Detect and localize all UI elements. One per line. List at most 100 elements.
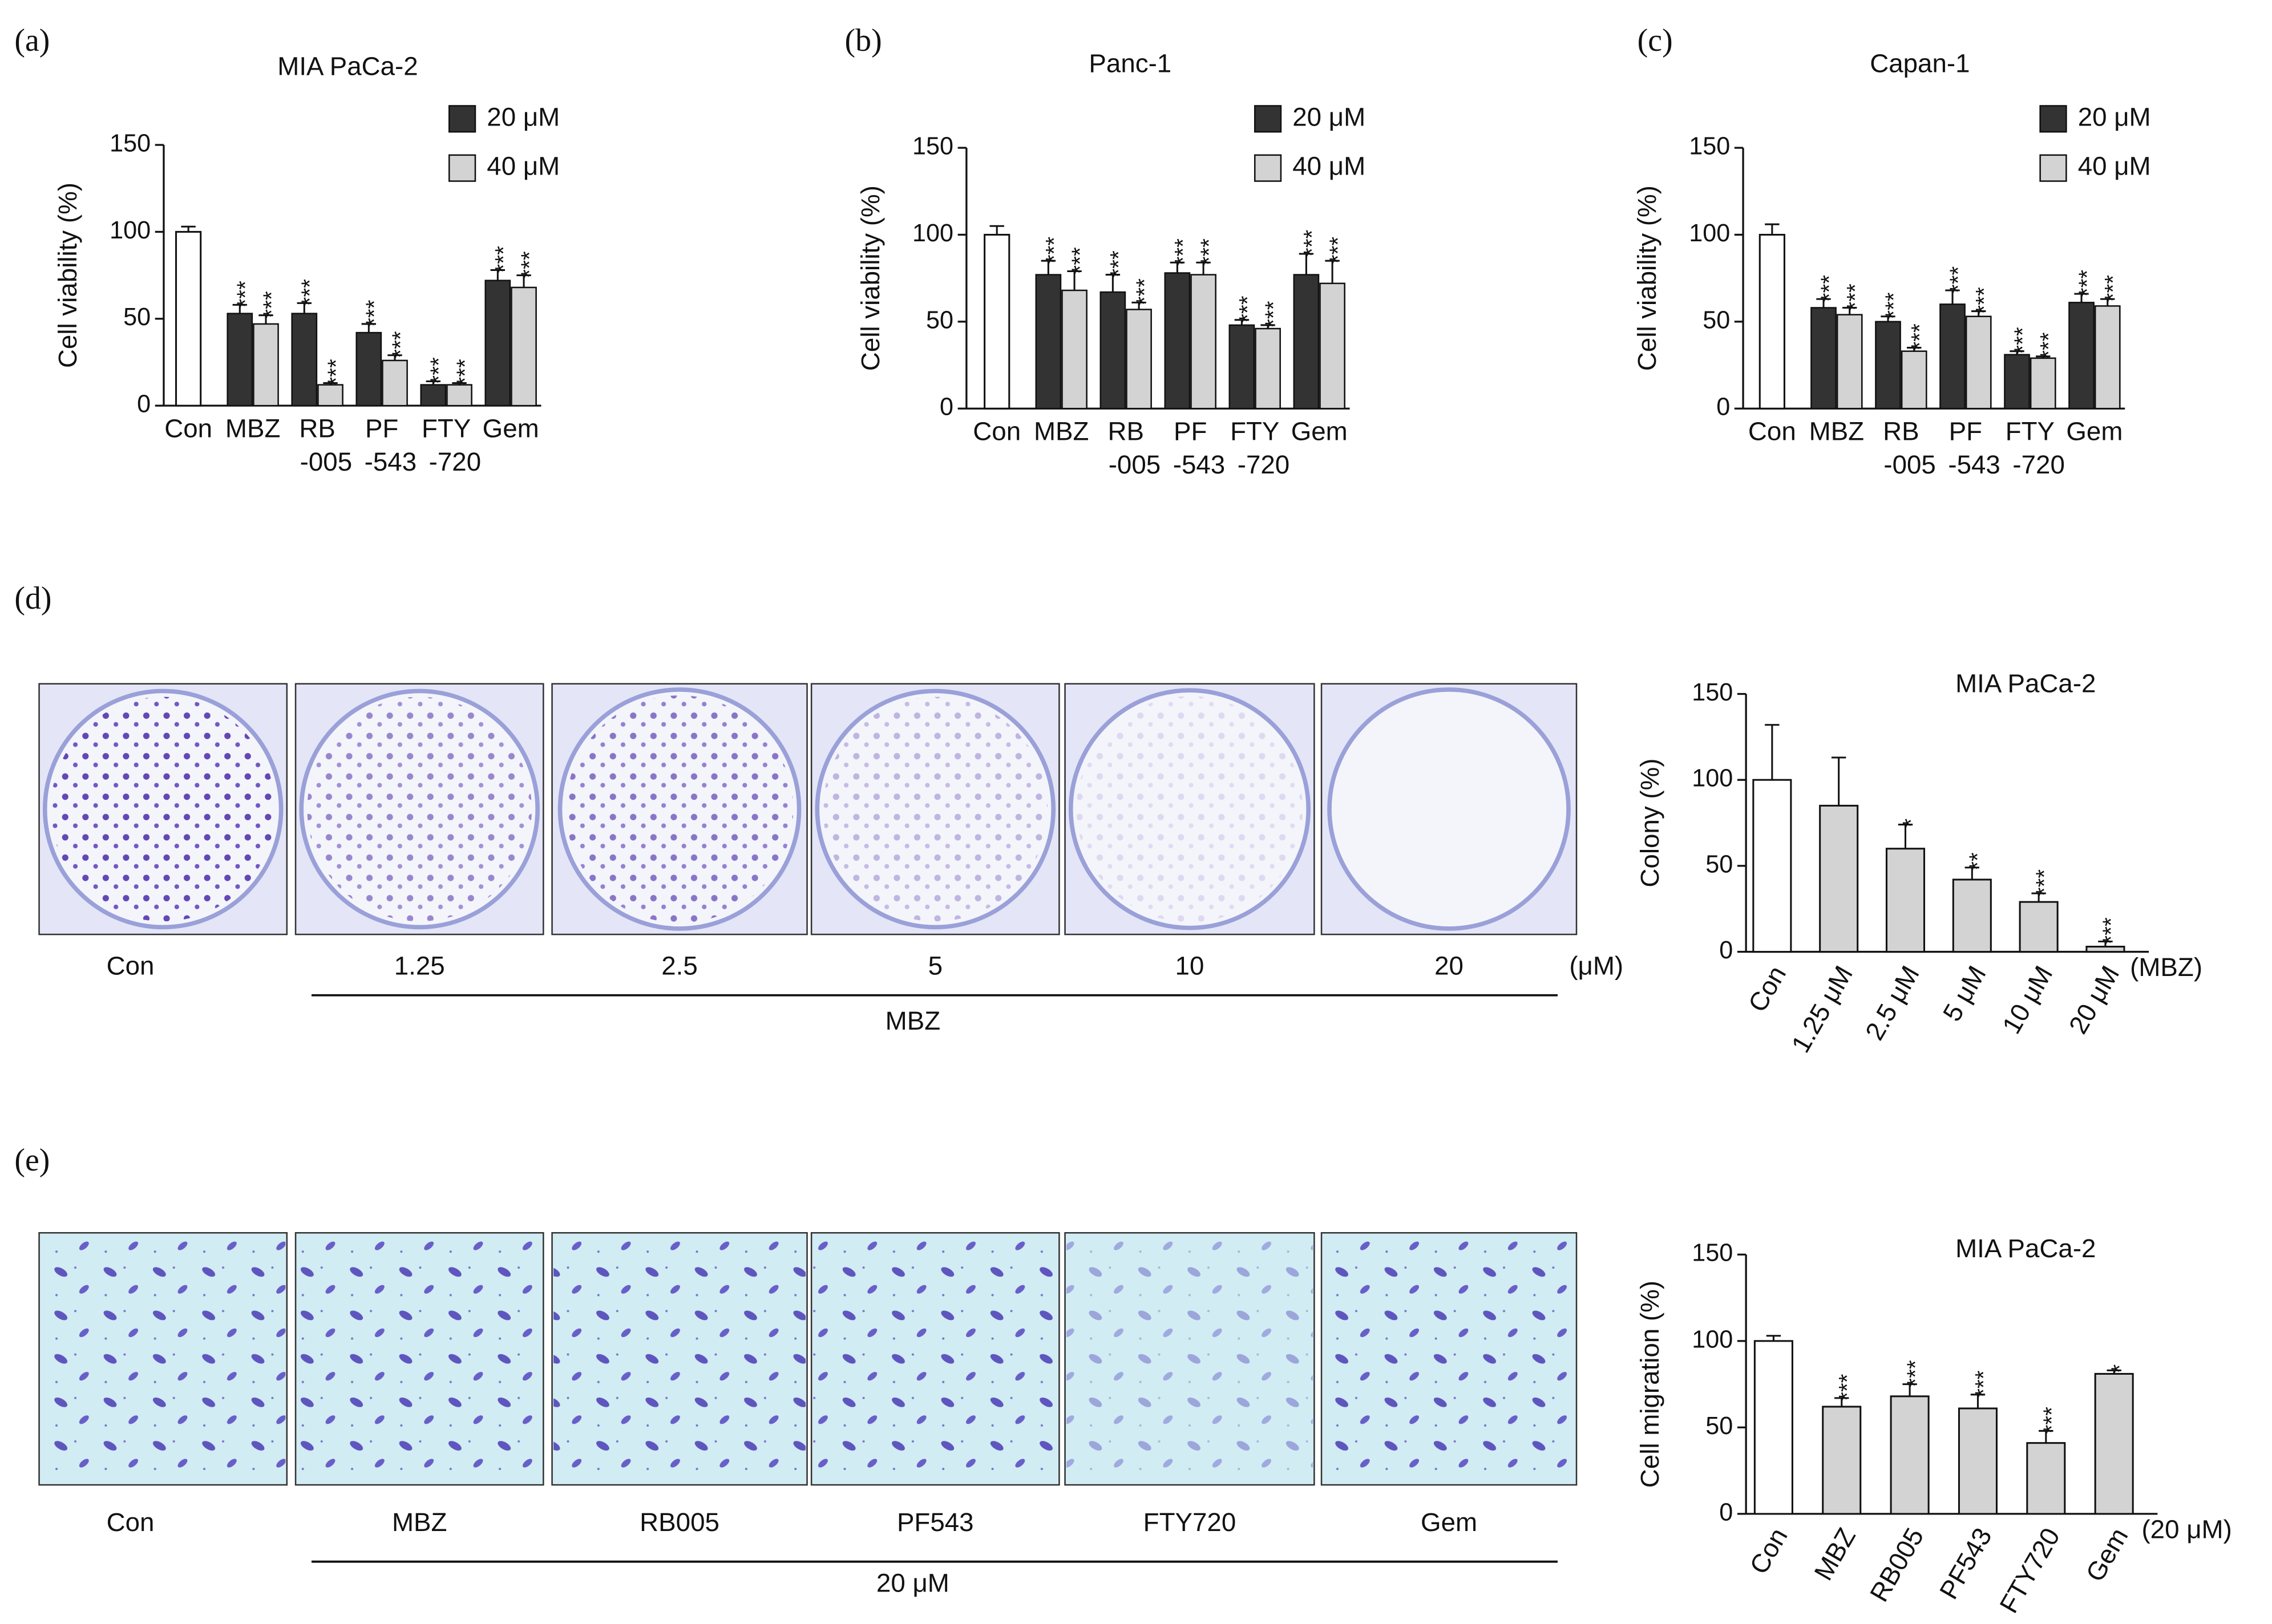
bar <box>2068 302 2095 410</box>
significance: *** <box>2038 1407 2064 1434</box>
photo-label: FTY720 <box>1143 1508 1236 1537</box>
x-tick-label: FTY <box>1230 416 1279 446</box>
x-tick-label: -720 <box>2012 450 2064 479</box>
bar <box>2019 901 2059 953</box>
bar <box>484 280 511 407</box>
x-suffix: (20 μM) <box>2141 1514 2231 1544</box>
significance: *** <box>1944 266 1971 293</box>
group-label: MBZ <box>886 1006 940 1035</box>
significance: *** <box>1834 1374 1860 1401</box>
bar <box>1822 1406 1862 1515</box>
bar <box>2094 1372 2134 1515</box>
significance: *** <box>2031 869 2057 897</box>
legend-swatch <box>2039 154 2067 182</box>
x-tick-label: PF <box>1949 416 1982 446</box>
cells <box>1066 1234 1313 1484</box>
bar <box>355 331 382 407</box>
x-tick-label: -543 <box>1948 450 2000 479</box>
legend-swatch <box>2039 105 2067 133</box>
bar <box>1228 324 1255 410</box>
x-suffix: (MBZ) <box>2130 953 2202 982</box>
panel-label: (e) <box>14 1143 50 1178</box>
x-tick-label: RB <box>1107 416 1144 446</box>
bar <box>1819 804 1859 953</box>
significance: *** <box>1970 1370 1996 1398</box>
bar <box>420 384 447 407</box>
panel-label: (d) <box>14 581 51 616</box>
x-tick-label: 10 μM <box>1996 961 2058 1039</box>
legend-swatch <box>448 105 476 133</box>
bar <box>1061 289 1088 410</box>
photo-label: PF543 <box>897 1508 974 1537</box>
cells <box>553 1234 806 1484</box>
x-tick-label: -543 <box>1173 450 1225 479</box>
bar <box>2026 1442 2066 1515</box>
bar <box>1190 274 1216 410</box>
bar <box>1126 309 1152 410</box>
x-tick-label: Gem <box>1291 416 1348 446</box>
bar <box>1958 1407 1998 1515</box>
x-tick-label: 20 μM <box>2063 961 2125 1039</box>
x-tick-label: Con <box>1743 961 1792 1017</box>
y-axis-label: Cell viability (%) <box>1632 185 1661 371</box>
legend-swatch <box>1254 105 1282 133</box>
bar <box>1753 1340 1793 1515</box>
y-tick-label: 150 <box>110 129 151 157</box>
panel-label: (a) <box>14 23 50 58</box>
chart-title: Panc-1 <box>1089 48 1171 78</box>
bar <box>1810 307 1837 410</box>
bar <box>446 384 472 407</box>
x-tick-label: 2.5 μM <box>1859 961 1925 1045</box>
bar <box>1752 779 1792 953</box>
bar <box>984 233 1010 410</box>
colonies <box>307 696 532 922</box>
chart-title: Capan-1 <box>1870 48 1970 78</box>
legend-label: 20 μM <box>1292 102 1365 131</box>
bar <box>253 323 279 407</box>
x-tick-label: FTY720 <box>1994 1523 2065 1618</box>
legend-label: 40 μM <box>1292 152 1365 181</box>
x-tick-label: Con <box>164 414 212 443</box>
x-tick-label: -005 <box>1883 450 1935 479</box>
significance: *** <box>1067 247 1093 274</box>
x-tick-label: Gem <box>2066 416 2123 446</box>
x-tick-label: MBZ <box>1034 416 1089 446</box>
x-tick-label: FTY <box>422 414 471 443</box>
y-tick-label: 150 <box>1692 1240 1733 1267</box>
photo-label: Gem <box>1421 1508 1477 1537</box>
y-tick-label: 100 <box>1692 765 1733 792</box>
significance: *** <box>2073 270 2100 297</box>
photo-label: 10 <box>1175 951 1204 981</box>
significance: *** <box>1971 287 1997 314</box>
significance: *** <box>1105 250 1131 278</box>
significance: *** <box>1196 238 1222 266</box>
y-tick-label: 0 <box>940 394 953 421</box>
significance: *** <box>451 359 478 386</box>
cells <box>812 1234 1058 1484</box>
bar <box>1164 272 1191 410</box>
x-tick-label: Con <box>1744 1523 1793 1579</box>
legend-label: 40 μM <box>487 152 560 181</box>
significance: *** <box>361 299 387 327</box>
significance: * <box>2107 1364 2133 1373</box>
x-tick-label: -005 <box>300 447 352 476</box>
cells <box>297 1234 542 1484</box>
group-label: 20 μM <box>876 1568 949 1597</box>
photo-label: MBZ <box>392 1508 447 1537</box>
significance: *** <box>2035 332 2061 359</box>
y-tick-label: 100 <box>1692 1326 1733 1353</box>
dish <box>1327 687 1571 931</box>
y-axis-label: Cell viability (%) <box>53 183 82 368</box>
bar <box>175 230 202 407</box>
significance: *** <box>322 359 349 386</box>
panel-label: (b) <box>845 23 882 58</box>
photo-label: RB005 <box>640 1508 719 1537</box>
bar <box>382 359 408 407</box>
photo-label: Con <box>107 951 155 981</box>
y-tick-label: 0 <box>1719 937 1733 964</box>
x-tick-label: MBZ <box>1809 1523 1861 1585</box>
photo-label: 2.5 <box>661 951 698 981</box>
x-tick-label: PF543 <box>1934 1523 1997 1604</box>
x-tick-label: Gem <box>2080 1523 2134 1586</box>
